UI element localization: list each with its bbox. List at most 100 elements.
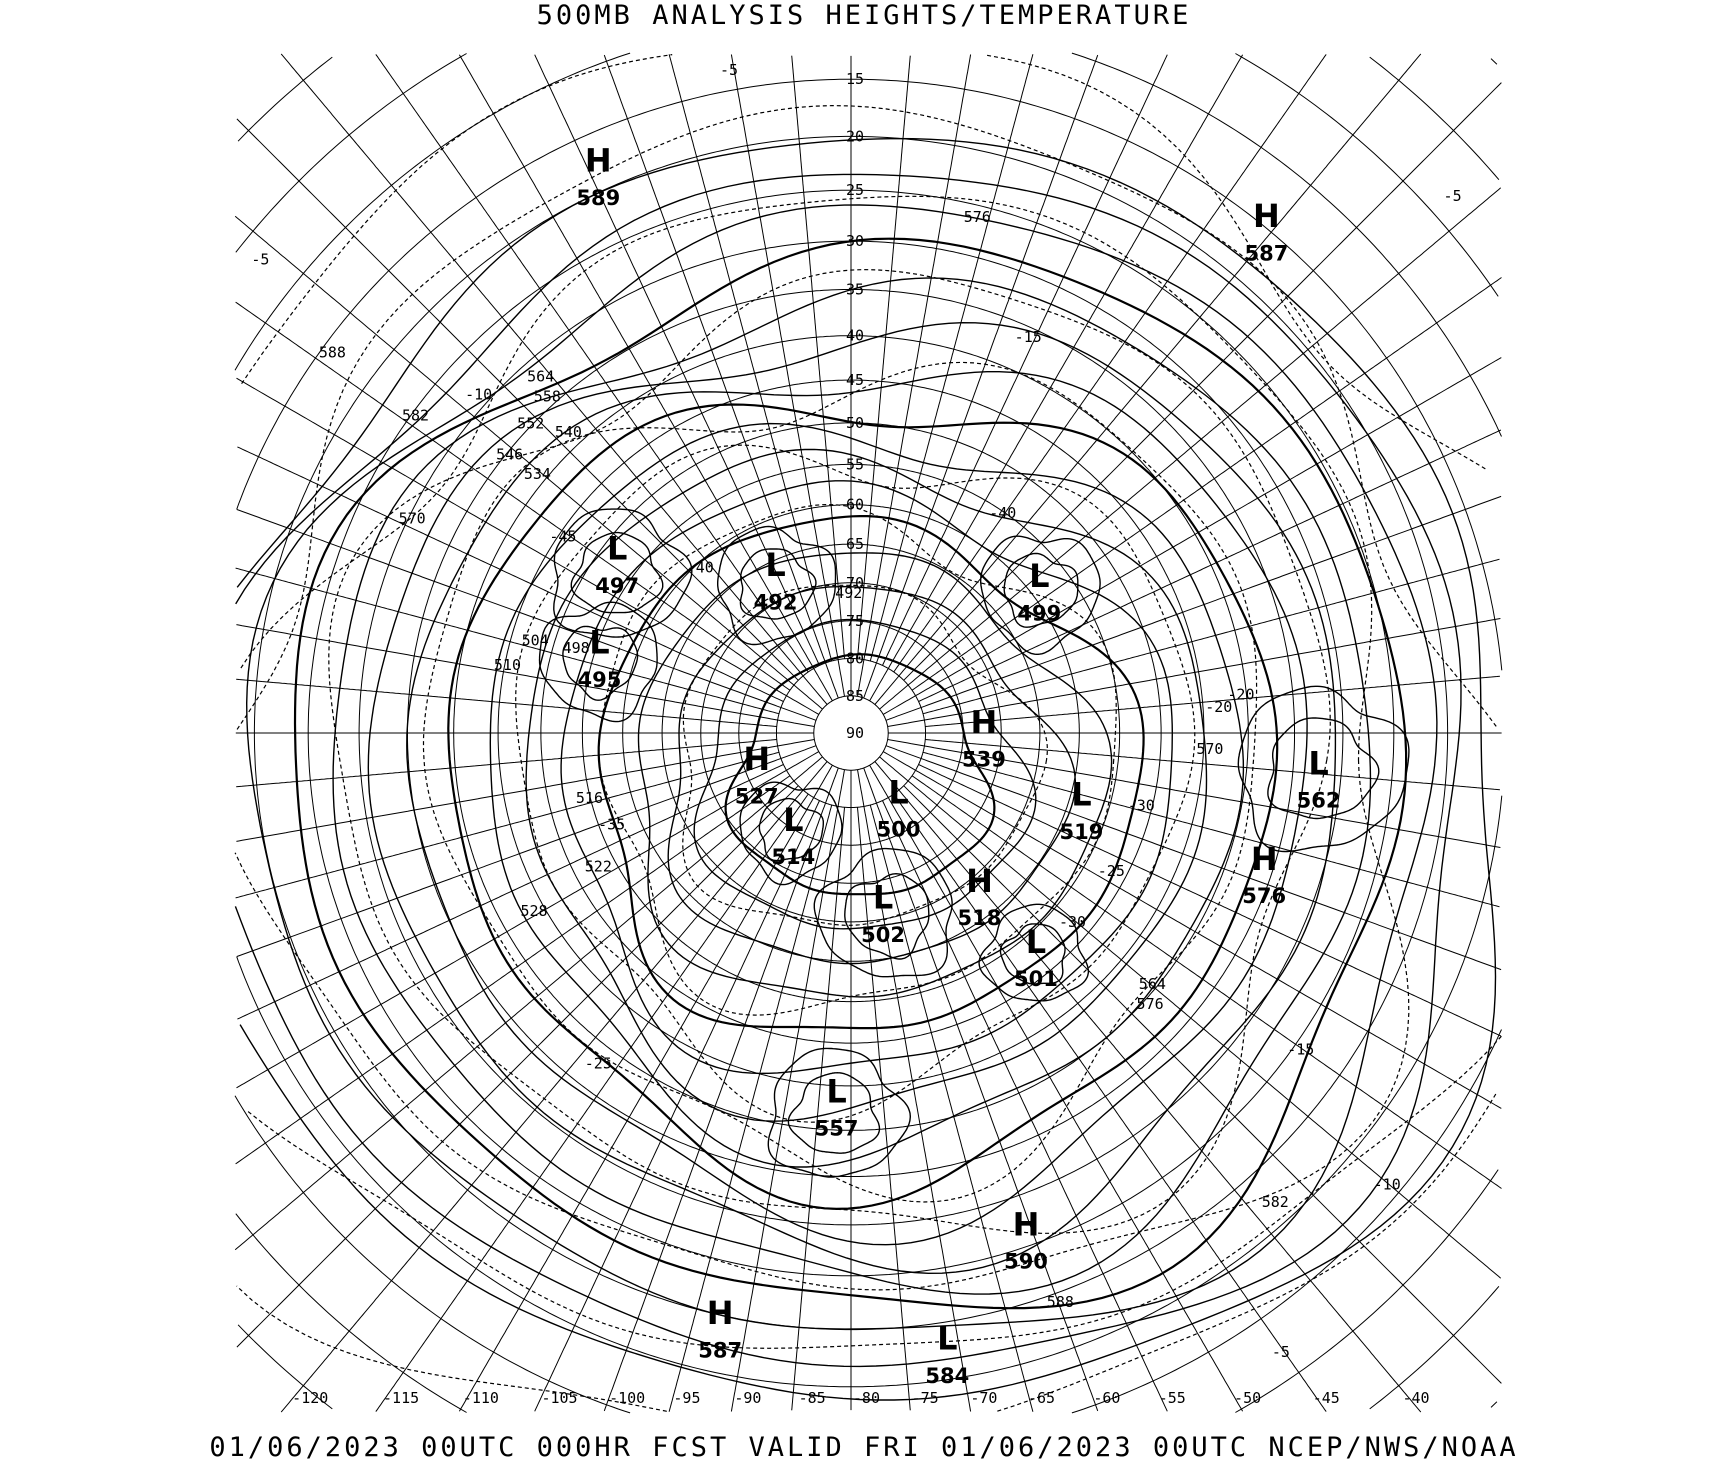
meridian-line bbox=[603, 767, 839, 1412]
latitude-label: 50 bbox=[846, 414, 864, 432]
high-marker: H bbox=[1013, 1205, 1040, 1243]
low-pressure-center: L 501 bbox=[1014, 923, 1058, 991]
contour-label: -15 bbox=[1287, 1040, 1314, 1058]
height-contour bbox=[787, 1071, 881, 1154]
meridian-line bbox=[235, 567, 780, 715]
high-marker: H bbox=[707, 1294, 734, 1332]
meridian-line bbox=[236, 745, 817, 957]
meridian-line bbox=[922, 558, 1500, 715]
low-pressure-center: L 562 bbox=[1297, 744, 1341, 812]
height-contour bbox=[980, 535, 1101, 655]
contour-label: -40 bbox=[989, 504, 1016, 522]
low-marker: L bbox=[765, 546, 785, 584]
height-contour bbox=[489, 422, 1245, 1168]
contour-label: -5 bbox=[1272, 1343, 1290, 1361]
meridian-line bbox=[879, 187, 1502, 710]
center-value: 590 bbox=[1004, 1250, 1048, 1274]
center-value: 587 bbox=[698, 1338, 742, 1362]
high-marker: H bbox=[743, 740, 770, 778]
meridian-line bbox=[236, 785, 799, 1348]
meridian-line bbox=[911, 277, 1502, 691]
contour-label: -20 bbox=[1205, 698, 1232, 716]
height-contour bbox=[844, 872, 930, 960]
latitude-label: 15 bbox=[846, 70, 864, 88]
contour-label: 510 bbox=[494, 656, 521, 674]
contour-label: 588 bbox=[1047, 1293, 1074, 1311]
low-marker: L bbox=[937, 1320, 957, 1358]
contour-label: -15 bbox=[1015, 328, 1042, 346]
height-contour bbox=[236, 137, 1497, 1401]
contour-label: -35 bbox=[598, 815, 625, 833]
high-marker: H bbox=[585, 142, 612, 180]
contour-label: 564 bbox=[527, 368, 554, 386]
temperature-contour bbox=[515, 444, 1196, 1123]
latitude-circle bbox=[235, 53, 1499, 1413]
latitude-label: 35 bbox=[846, 280, 864, 298]
longitude-label: -60 bbox=[1093, 1389, 1120, 1407]
meridian-line bbox=[237, 764, 784, 1020]
meridian-line bbox=[791, 55, 845, 659]
meridian-line bbox=[236, 377, 820, 715]
low-pressure-center: L 514 bbox=[771, 801, 815, 869]
meridian-line bbox=[603, 54, 839, 699]
contour-label: 522 bbox=[585, 857, 612, 875]
low-pressure-center: L 584 bbox=[925, 1320, 969, 1388]
meridian-line bbox=[887, 618, 1501, 727]
center-value: 499 bbox=[1017, 601, 1061, 625]
high-pressure-center: H 590 bbox=[1004, 1205, 1048, 1273]
height-contour bbox=[525, 448, 1208, 1122]
high-pressure-center: H 518 bbox=[958, 862, 1002, 930]
height-contour bbox=[978, 903, 1090, 1002]
contour-label: 564 bbox=[1139, 975, 1166, 993]
center-value: 502 bbox=[861, 923, 905, 947]
meridian-line bbox=[237, 446, 784, 702]
contour-label: 552 bbox=[517, 414, 544, 432]
center-value: 539 bbox=[962, 748, 1006, 772]
meridian-line bbox=[869, 54, 1034, 662]
low-marker: L bbox=[1026, 923, 1046, 961]
high-marker: H bbox=[1253, 197, 1280, 235]
low-marker: L bbox=[873, 879, 893, 917]
contour-label: -45 bbox=[549, 527, 576, 545]
meridian-line bbox=[857, 769, 972, 1412]
contour-label: 492 bbox=[835, 584, 862, 602]
temperature-contour bbox=[598, 503, 1117, 1016]
meridian-line bbox=[668, 54, 833, 662]
longitude-label: -50 bbox=[1234, 1389, 1261, 1407]
center-value: 562 bbox=[1297, 789, 1341, 813]
latitude-label: 65 bbox=[846, 535, 864, 553]
meridian-line bbox=[882, 54, 1168, 666]
latitude-circle bbox=[234, 52, 1502, 1414]
center-value: 576 bbox=[1242, 884, 1286, 908]
longitude-label: -85 bbox=[799, 1389, 826, 1407]
latitude-label: 70 bbox=[846, 574, 864, 592]
latitude-label: 55 bbox=[846, 455, 864, 473]
center-value: 587 bbox=[1245, 241, 1289, 265]
meridian-line bbox=[730, 769, 845, 1412]
height-contour bbox=[1237, 685, 1410, 853]
height-contour bbox=[234, 173, 1462, 1368]
contour-label: 576 bbox=[1137, 995, 1164, 1013]
center-value: 518 bbox=[958, 906, 1002, 930]
longitude-label: -95 bbox=[673, 1389, 700, 1407]
meridian-line bbox=[235, 301, 791, 691]
low-pressure-center: L 499 bbox=[1017, 557, 1061, 625]
meridian-line bbox=[869, 764, 1244, 1412]
latitude-label: 20 bbox=[846, 127, 864, 145]
map-footer: 01/06/2023 00UTC 000HR FCST VALID FRI 01… bbox=[209, 1432, 1519, 1463]
contour-label: -25 bbox=[1098, 862, 1125, 880]
contour-label: 576 bbox=[964, 208, 991, 226]
low-marker: L bbox=[1071, 776, 1091, 814]
height-contour bbox=[560, 480, 1174, 1075]
temperature-contour bbox=[422, 361, 1258, 1203]
meridian-line bbox=[458, 764, 833, 1412]
contour-label: -5 bbox=[1444, 187, 1462, 205]
contour-label: -5 bbox=[720, 61, 738, 79]
height-contour bbox=[739, 781, 843, 886]
temperature-contour bbox=[234, 195, 1410, 1291]
center-value: 501 bbox=[1014, 967, 1058, 991]
center-value: 584 bbox=[925, 1364, 969, 1388]
longitude-label: -55 bbox=[1159, 1389, 1186, 1407]
low-pressure-center: L 495 bbox=[578, 624, 622, 692]
